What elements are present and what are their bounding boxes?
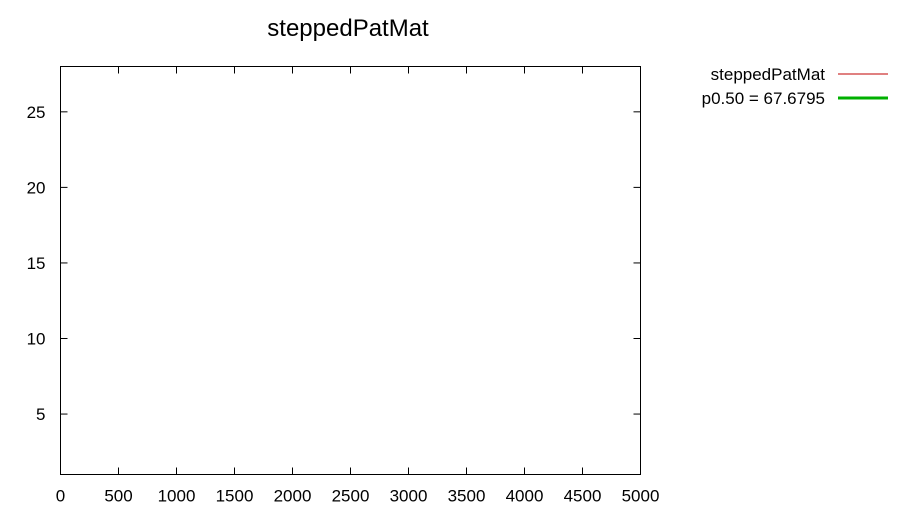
x-tick-label: 2000 xyxy=(274,487,312,506)
x-axis-ticks: 0 500 1000 1500 2000 2500 3000 3500 4000 4500 5000 xyxy=(56,66,660,506)
x-tick-label: 0 xyxy=(56,487,65,506)
y-tick-label: 25 xyxy=(27,103,46,122)
chart-title: steppedPatMat xyxy=(267,15,429,42)
x-tick-label: 500 xyxy=(104,487,132,506)
x-tick-label: 3500 xyxy=(448,487,486,506)
y-tick-label: 10 xyxy=(27,330,46,349)
x-tick-label: 4500 xyxy=(564,487,602,506)
y-tick-label: 15 xyxy=(27,254,46,273)
x-tick-label: 1000 xyxy=(158,487,196,506)
x-tick-label: 5000 xyxy=(622,487,660,506)
y-axis-ticks: 5 10 15 20 25 xyxy=(27,103,641,424)
x-tick-label: 3000 xyxy=(390,487,428,506)
legend: steppedPatMat p0.50 = 67.6795 xyxy=(702,65,888,108)
x-tick-label: 4000 xyxy=(506,487,544,506)
y-tick-label: 5 xyxy=(36,405,45,424)
x-tick-label: 2500 xyxy=(332,487,370,506)
legend-label: p0.50 = 67.6795 xyxy=(702,89,825,108)
legend-label: steppedPatMat xyxy=(711,65,826,84)
x-tick-label: 1500 xyxy=(216,487,254,506)
y-tick-label: 20 xyxy=(27,178,46,197)
plot-area xyxy=(60,66,641,475)
